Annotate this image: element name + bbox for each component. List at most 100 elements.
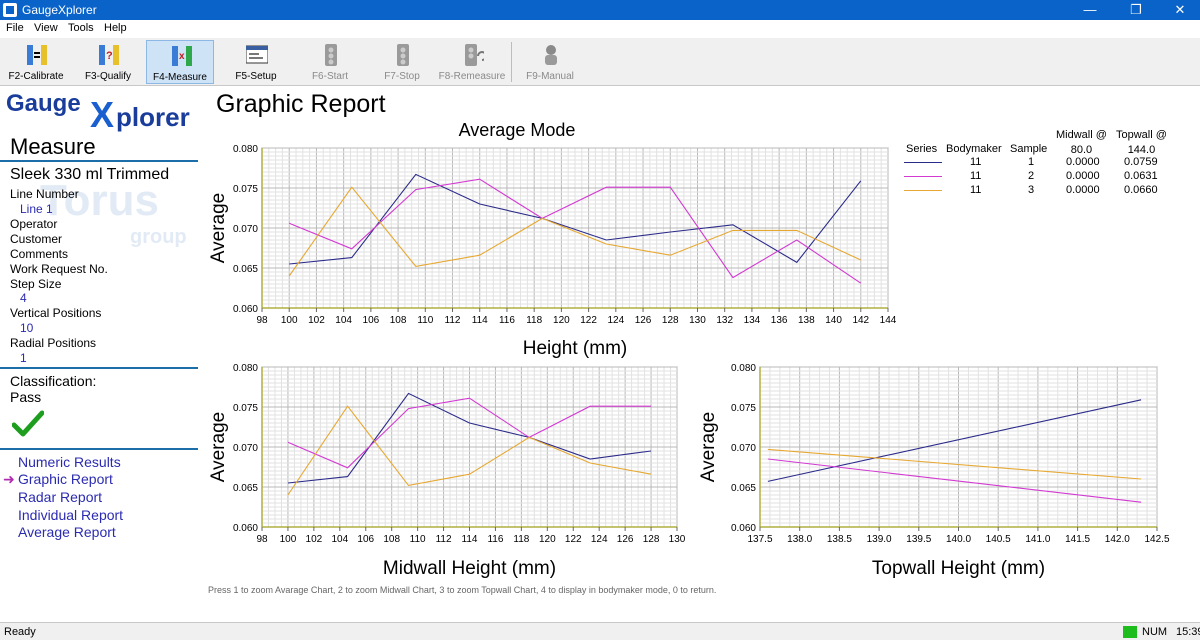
calibrate-icon	[27, 45, 47, 65]
legend-swatch	[904, 162, 942, 163]
legend-sample: 2	[1028, 170, 1035, 182]
charts-canvas[interactable]: 98 100 102 104 106 108 110 112 114 116 118 120 122 12…	[200, 86, 1200, 582]
minimize-icon[interactable]: —	[1083, 2, 1097, 17]
setup-icon	[246, 45, 268, 64]
qualify-label: F3-Qualify	[84, 71, 132, 82]
restore-icon[interactable]: ❐	[1130, 2, 1142, 17]
stop-button[interactable]: F7-Stop	[368, 40, 436, 84]
x-axis-label: Height (mm)	[523, 338, 628, 359]
series-line-2	[287, 397, 652, 469]
logo-x: X	[90, 94, 115, 135]
measure-button[interactable]: x F4-Measure	[146, 40, 214, 84]
calibrate-button[interactable]: F2-Calibrate	[2, 40, 70, 84]
divider	[0, 160, 198, 162]
x-tick-label: 114	[472, 315, 488, 326]
x-tick-label: 126	[635, 315, 652, 326]
x-tick-label: 130	[669, 534, 686, 545]
nav-numeric-results[interactable]: Numeric Results	[18, 454, 121, 470]
close-icon[interactable]: ✕	[1174, 2, 1186, 17]
status-text: Ready	[4, 626, 36, 638]
x-tick-label: 141.5	[1065, 534, 1090, 545]
menu-file[interactable]: File	[6, 22, 24, 34]
calibrate-label: F2-Calibrate	[8, 71, 64, 82]
manual-button[interactable]: F9-Manual	[516, 40, 584, 84]
x-tick-label: 136	[771, 315, 788, 326]
start-button[interactable]: F6-Start	[296, 40, 364, 84]
x-tick-label: 108	[383, 534, 400, 545]
x-tick-label: 142.0	[1105, 534, 1130, 545]
section-title: Measure	[10, 134, 96, 159]
x-tick-label: 116	[487, 534, 503, 545]
field-label: Comments	[10, 247, 69, 261]
x-tick-label: 100	[281, 315, 298, 326]
product-name: Sleek 330 ml Trimmed	[10, 166, 170, 183]
setup-label: F5-Setup	[235, 71, 277, 82]
series-line-1	[767, 399, 1142, 482]
x-tick-label: 140.0	[946, 534, 971, 545]
x-tick-label: 138.0	[787, 534, 812, 545]
nav-graphic-report[interactable]: Graphic Report	[18, 471, 113, 487]
x-tick-label: 106	[357, 534, 374, 545]
menu-view[interactable]: View	[34, 22, 58, 34]
y-tick-label: 0.080	[233, 144, 258, 155]
window-title: GaugeXplorer	[22, 3, 97, 17]
y-tick-label: 0.065	[233, 264, 258, 275]
arrow-right-icon: ➜	[3, 471, 15, 487]
divider	[0, 367, 198, 369]
field-label: Operator	[10, 217, 58, 231]
y-axis-label: Average	[208, 193, 229, 263]
y-axis-label: Average	[698, 412, 719, 482]
x-tick-label: 112	[445, 315, 461, 326]
nav-individual-report[interactable]: Individual Report	[18, 507, 124, 523]
watermark-logo-sub: group	[130, 226, 187, 248]
y-tick-label: 0.075	[233, 184, 258, 195]
series-line-1	[287, 392, 652, 484]
y-tick-label: 0.065	[233, 483, 258, 494]
menu-help[interactable]: Help	[104, 22, 127, 34]
start-icon	[325, 44, 337, 66]
field-label: Line Number	[10, 187, 79, 201]
nav-average-report[interactable]: Average Report	[18, 524, 116, 540]
field-label: Work Request No.	[10, 262, 108, 276]
svg-text:x: x	[179, 51, 185, 62]
field-label: Radial Positions	[10, 336, 97, 350]
x-tick-label: 141.0	[1025, 534, 1050, 545]
x-tick-label: 110	[417, 315, 433, 326]
x-tick-label: 98	[256, 534, 268, 545]
y-tick-label: 0.070	[731, 443, 756, 454]
x-tick-label: 122	[580, 315, 597, 326]
x-tick-label: 102	[308, 315, 325, 326]
sidebar: Gauge X plorer Torus group Measure Sleek…	[0, 86, 200, 622]
report-title: Graphic Report	[216, 90, 386, 118]
qualify-button[interactable]: ? F3-Qualify	[74, 40, 142, 84]
chart-2: 98 100 102 104 106 108 110 112 114 116 118 120 122 12…	[208, 363, 686, 579]
x-tick-label: 140.5	[986, 534, 1011, 545]
remeasure-button[interactable]: F8-Remeasure	[438, 40, 506, 84]
x-tick-label: 114	[462, 534, 478, 545]
divider	[0, 448, 198, 450]
setup-button[interactable]: F5-Setup	[222, 40, 290, 84]
x-tick-label: 130	[689, 315, 706, 326]
series-line-3	[288, 186, 862, 277]
menu-tools[interactable]: Tools	[68, 22, 94, 34]
svg-text:?: ?	[106, 50, 113, 62]
x-tick-label: 104	[331, 534, 348, 545]
num-lock-indicator	[1123, 626, 1137, 638]
legend-header-midwall: Midwall @ 80.0	[1056, 129, 1107, 156]
remeasure-icon	[465, 44, 484, 66]
x-tick-label: 140	[825, 315, 842, 326]
menu-bar: File View Tools Help	[0, 20, 1200, 38]
nav-radar-report[interactable]: Radar Report	[18, 489, 103, 505]
field-value: 1	[20, 351, 27, 365]
x-tick-label: 134	[744, 315, 761, 326]
y-tick-label: 0.080	[233, 363, 258, 374]
watermark-logo: Torus	[40, 176, 159, 225]
field-value: Line 1	[20, 202, 53, 216]
stop-label: F7-Stop	[384, 71, 420, 82]
x-tick-label: 104	[335, 315, 352, 326]
start-label: F6-Start	[311, 71, 349, 82]
series-line-2	[767, 458, 1142, 503]
x-tick-label: 118	[526, 315, 542, 326]
title-bar: GaugeXplorer — ❐ ✕	[0, 0, 1200, 20]
